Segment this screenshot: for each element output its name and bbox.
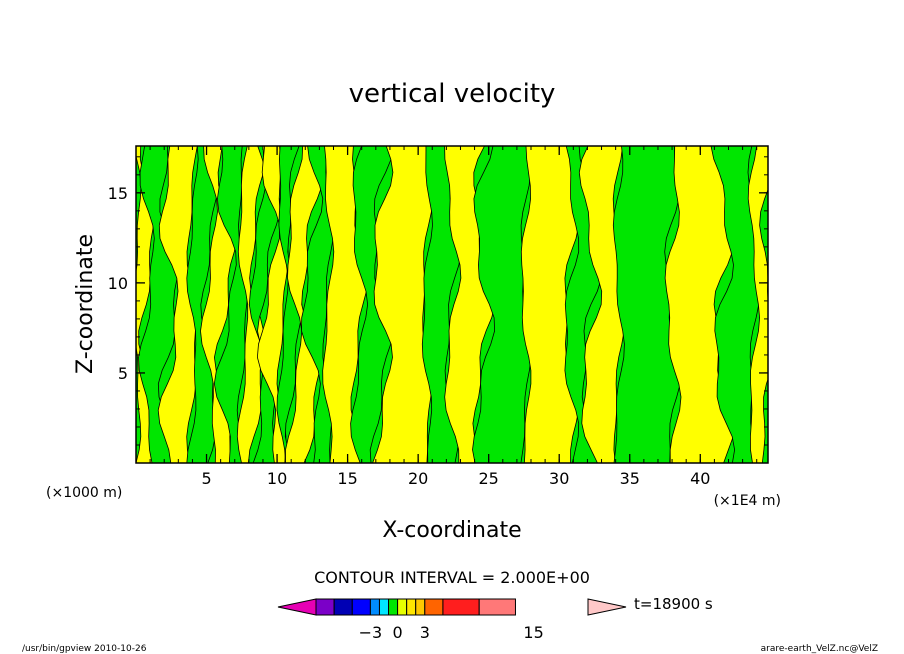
contour-band-negative bbox=[276, 146, 303, 463]
contour-interval-label: CONTOUR INTERVAL = 2.000E+00 bbox=[314, 568, 590, 587]
x-tick-label: 5 bbox=[201, 469, 211, 488]
y-tick-label: 10 bbox=[108, 274, 128, 293]
contour-field bbox=[136, 146, 768, 463]
x-tick-label: 25 bbox=[478, 469, 498, 488]
x-tick-label: 10 bbox=[267, 469, 287, 488]
contour-band-negative bbox=[350, 146, 394, 463]
colorbar-segment bbox=[397, 598, 408, 616]
plot-area: 5 10 15 20 25 30 35 40 5 10 15 bbox=[108, 145, 769, 488]
colorbar-tick-label: 0 bbox=[393, 623, 403, 642]
y-tick-label: 5 bbox=[118, 364, 128, 383]
colorbar-max-arrow bbox=[587, 598, 627, 616]
footer-right: arare-earth_VelZ.nc@VelZ bbox=[761, 644, 878, 654]
x-tick-label: 30 bbox=[549, 469, 569, 488]
colorbar-segment bbox=[478, 598, 516, 616]
x-unit-left: (×1000 m) bbox=[46, 485, 122, 501]
contour-band-negative bbox=[138, 146, 180, 463]
colorbar-segment bbox=[333, 598, 353, 616]
x-tick-label: 40 bbox=[690, 469, 710, 488]
y-axis: 5 10 15 bbox=[108, 156, 768, 464]
colorbar-segment bbox=[351, 598, 371, 616]
x-axis-label: X-coordinate bbox=[382, 518, 521, 543]
contour-band-negative bbox=[213, 146, 249, 463]
colorbar-segment bbox=[424, 598, 444, 616]
colorbar-segment bbox=[369, 598, 380, 616]
x-tick-label: 20 bbox=[408, 469, 428, 488]
contour-band-positive bbox=[747, 146, 768, 463]
colorbar-min-arrow bbox=[277, 598, 317, 616]
colorbar-tick-label: 3 bbox=[420, 623, 430, 642]
y-tick-label: 15 bbox=[108, 184, 128, 203]
colorbar-segment bbox=[442, 598, 480, 616]
x-tick-label: 15 bbox=[337, 469, 357, 488]
y-axis-label: Z-coordinate bbox=[73, 234, 98, 374]
colorbar-segment bbox=[315, 598, 335, 616]
plot-frame bbox=[135, 145, 769, 464]
time-label: t=18900 s bbox=[634, 595, 713, 613]
colorbar-segment bbox=[415, 598, 426, 616]
footer-left: /usr/bin/gpview 2010-10-26 bbox=[22, 644, 147, 654]
colorbar-segment bbox=[406, 598, 417, 616]
x-unit-right: (×1E4 m) bbox=[714, 493, 781, 509]
colorbar-tick-label: −3 bbox=[359, 623, 383, 642]
colorbar-segment bbox=[378, 598, 390, 616]
x-axis: 5 10 15 20 25 30 35 40 bbox=[135, 146, 758, 488]
colorbar-labels: −3 0 3 15 bbox=[359, 623, 544, 642]
colorbar bbox=[277, 598, 627, 616]
colorbar-tick-label: 15 bbox=[523, 623, 543, 642]
colorbar-segment bbox=[388, 598, 399, 616]
contour-band-negative bbox=[710, 146, 760, 463]
contour-band-positive bbox=[322, 146, 369, 463]
contour-band-positive bbox=[444, 146, 496, 463]
chart-title: vertical velocity bbox=[349, 79, 556, 109]
x-tick-label: 35 bbox=[620, 469, 640, 488]
